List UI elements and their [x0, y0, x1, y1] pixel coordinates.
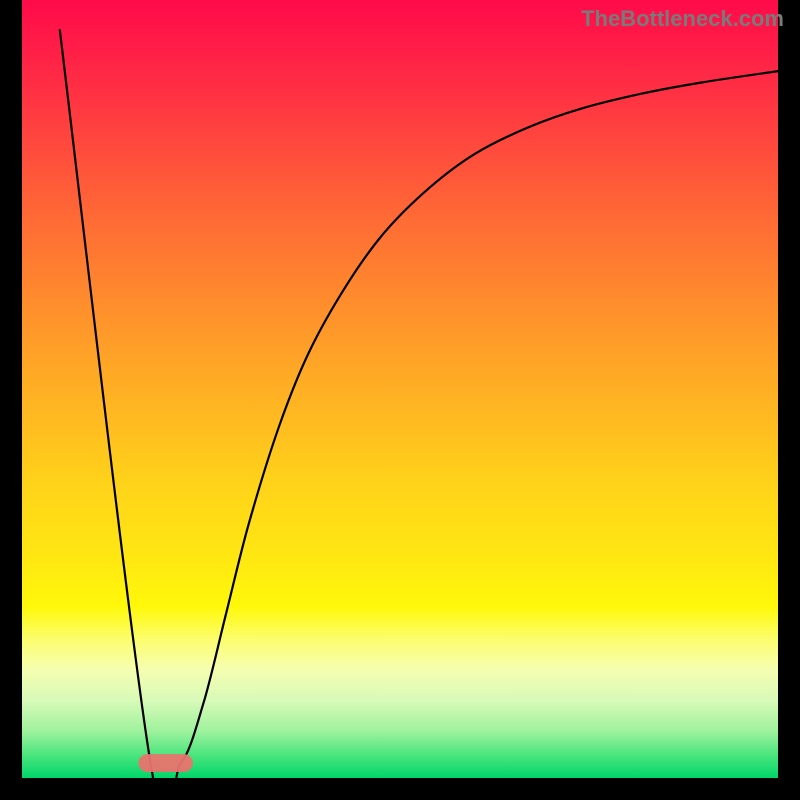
optimal-marker	[138, 754, 192, 772]
bottleneck-chart: TheBottleneck.com	[0, 0, 800, 800]
chart-svg	[0, 0, 800, 800]
watermark-text: TheBottleneck.com	[581, 6, 784, 32]
